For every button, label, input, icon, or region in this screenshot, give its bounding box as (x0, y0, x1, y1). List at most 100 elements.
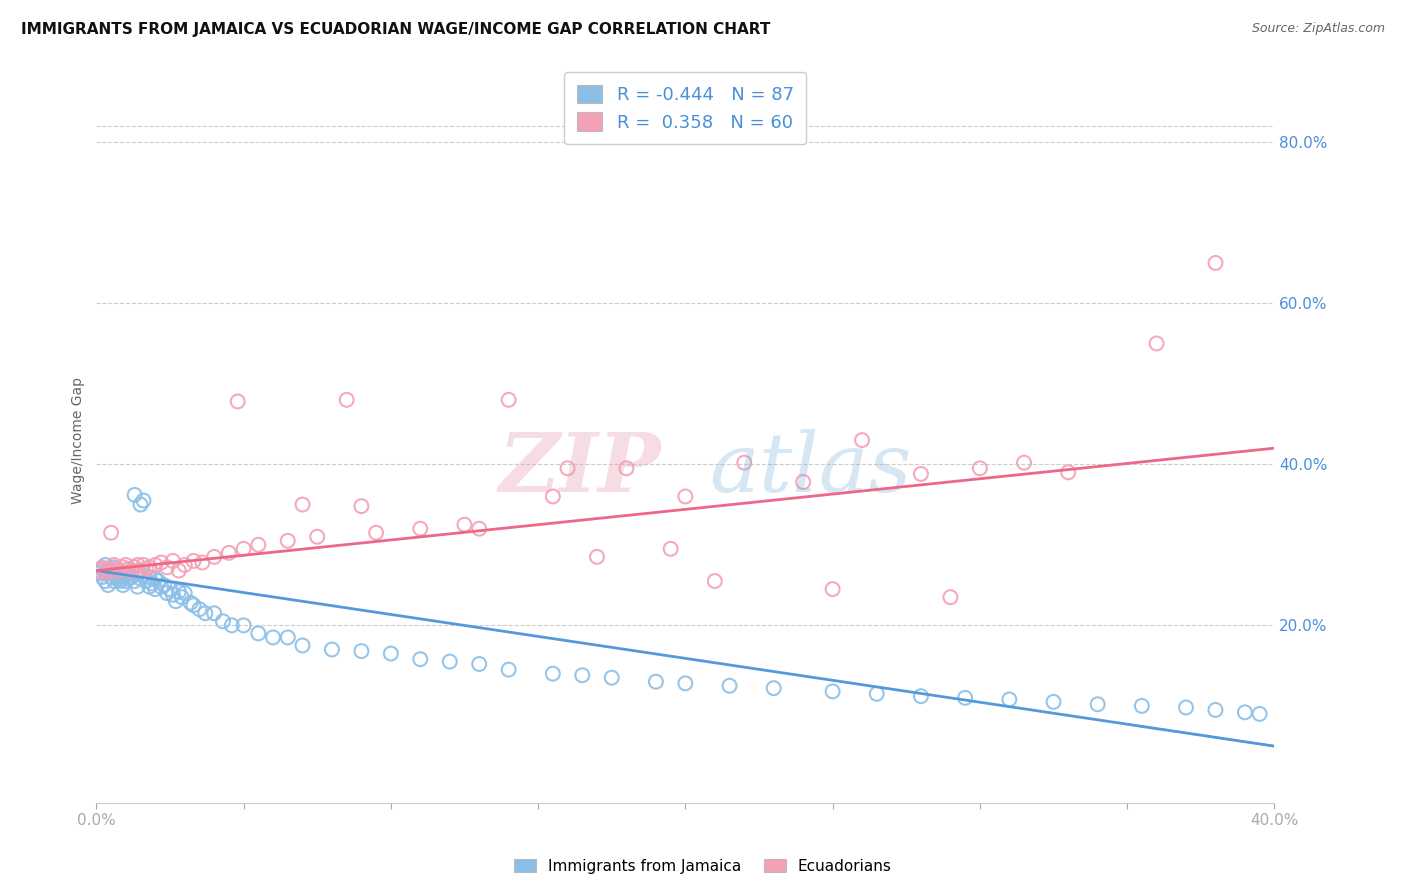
Point (91, 570, 114, 584)
Point (1012, 456, 1035, 470)
Point (498, 663, 520, 677)
Point (108, 564, 131, 578)
Point (105, 568, 128, 582)
Point (118, 566, 141, 580)
Point (600, 671, 623, 685)
Point (170, 590, 193, 604)
Point (132, 493, 155, 508)
Point (129, 572, 152, 586)
Point (541, 490, 564, 504)
Point (866, 687, 889, 701)
Point (194, 607, 217, 621)
Point (114, 558, 136, 572)
Point (718, 679, 741, 693)
Point (143, 572, 166, 586)
Point (100, 564, 122, 578)
Point (162, 588, 184, 602)
Point (380, 647, 402, 661)
Point (150, 580, 173, 594)
Text: Source: ZipAtlas.com: Source: ZipAtlas.com (1251, 22, 1385, 36)
Point (138, 560, 160, 574)
Point (121, 564, 143, 578)
Point (910, 690, 932, 704)
Point (733, 456, 755, 470)
Point (97, 578, 120, 592)
Point (221, 618, 243, 632)
Point (226, 394, 249, 409)
Legend: R = -0.444   N = 87, R =  0.358   N = 60: R = -0.444 N = 87, R = 0.358 N = 60 (564, 72, 807, 145)
Point (167, 564, 190, 578)
Point (468, 522, 491, 536)
Point (118, 562, 141, 576)
Point (307, 530, 329, 544)
Point (247, 538, 270, 552)
Point (180, 596, 202, 610)
Point (439, 655, 461, 669)
Point (132, 558, 155, 572)
Point (586, 549, 609, 564)
Point (468, 657, 491, 671)
Point (366, 525, 388, 540)
Point (100, 570, 122, 584)
Point (851, 433, 873, 447)
Point (105, 562, 128, 576)
Point (114, 568, 136, 582)
Point (105, 562, 128, 576)
Point (409, 652, 432, 666)
Point (1204, 256, 1226, 270)
Point (111, 578, 134, 592)
Point (321, 642, 343, 657)
Point (202, 549, 225, 564)
Point (1057, 466, 1080, 480)
Point (173, 558, 195, 572)
Point (1042, 695, 1064, 709)
Y-axis label: Wage/Income Gap: Wage/Income Gap (72, 376, 86, 504)
Point (153, 578, 176, 592)
Point (94, 566, 117, 580)
Point (127, 566, 149, 580)
Point (1146, 336, 1168, 351)
Point (183, 554, 205, 568)
Point (135, 562, 157, 576)
Point (188, 602, 211, 616)
Point (108, 570, 131, 584)
Point (821, 684, 844, 698)
Point (111, 572, 134, 586)
Point (108, 566, 131, 580)
Point (1087, 698, 1109, 712)
Point (124, 488, 146, 502)
Point (114, 574, 136, 588)
Point (91, 562, 114, 576)
Point (150, 556, 173, 570)
Point (218, 546, 240, 560)
Point (645, 674, 668, 689)
Point (232, 541, 254, 556)
Point (616, 461, 638, 475)
Point (162, 554, 184, 568)
Point (167, 584, 190, 599)
Point (762, 681, 785, 695)
Point (541, 666, 564, 681)
Point (571, 668, 593, 682)
Point (910, 467, 932, 481)
Point (673, 676, 696, 690)
Point (969, 461, 991, 475)
Point (141, 576, 163, 591)
Point (350, 499, 373, 513)
Point (103, 574, 125, 588)
Point (165, 594, 187, 608)
Point (100, 564, 122, 578)
Point (89, 564, 111, 578)
Point (124, 574, 146, 588)
Text: IMMIGRANTS FROM JAMAICA VS ECUADORIAN WAGE/INCOME GAP CORRELATION CHART: IMMIGRANTS FROM JAMAICA VS ECUADORIAN WA… (21, 22, 770, 37)
Point (127, 558, 149, 572)
Point (277, 631, 299, 645)
Point (1249, 706, 1271, 721)
Point (100, 525, 122, 540)
Point (124, 560, 146, 574)
Point (94, 574, 117, 588)
Point (821, 582, 844, 596)
Point (108, 574, 131, 588)
Point (792, 475, 814, 489)
Point (1130, 698, 1153, 713)
